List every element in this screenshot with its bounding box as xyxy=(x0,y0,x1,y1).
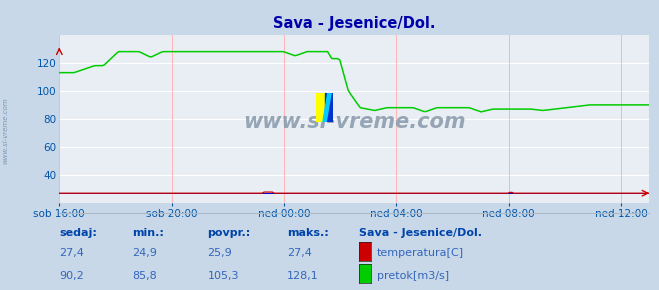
Text: www.si-vreme.com: www.si-vreme.com xyxy=(243,112,465,132)
Text: pretok[m3/s]: pretok[m3/s] xyxy=(377,271,449,281)
Polygon shape xyxy=(323,93,331,122)
Text: 128,1: 128,1 xyxy=(287,271,318,281)
Text: min.:: min.: xyxy=(132,228,163,238)
Text: 90,2: 90,2 xyxy=(59,271,84,281)
Text: povpr.:: povpr.: xyxy=(208,228,251,238)
Text: temperatura[C]: temperatura[C] xyxy=(377,248,464,258)
Text: 105,3: 105,3 xyxy=(208,271,239,281)
Text: sedaj:: sedaj: xyxy=(59,228,97,238)
Text: 27,4: 27,4 xyxy=(287,248,312,258)
Title: Sava - Jesenice/Dol.: Sava - Jesenice/Dol. xyxy=(273,16,436,31)
Text: 85,8: 85,8 xyxy=(132,271,157,281)
Text: 24,9: 24,9 xyxy=(132,248,157,258)
Text: maks.:: maks.: xyxy=(287,228,328,238)
Text: www.si-vreme.com: www.si-vreme.com xyxy=(2,97,9,164)
Text: 25,9: 25,9 xyxy=(208,248,233,258)
Text: Sava - Jesenice/Dol.: Sava - Jesenice/Dol. xyxy=(359,228,482,238)
Bar xyxy=(325,93,333,122)
Text: 27,4: 27,4 xyxy=(59,248,84,258)
